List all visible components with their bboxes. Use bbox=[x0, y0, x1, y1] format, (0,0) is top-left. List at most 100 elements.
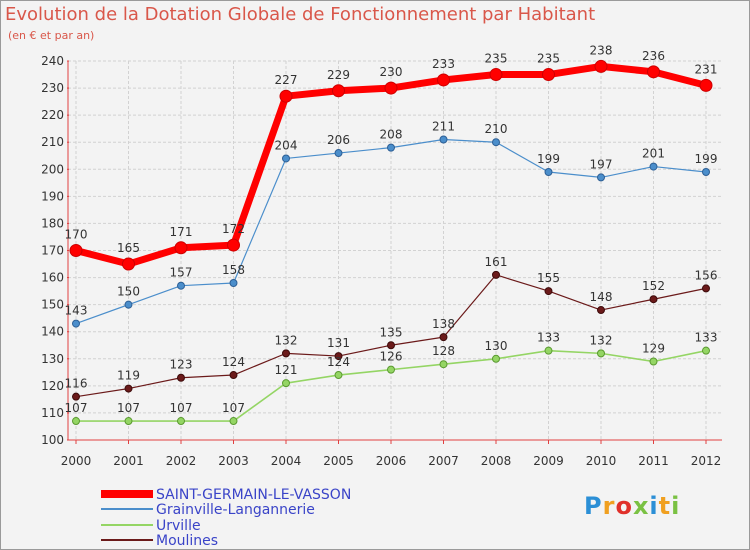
data-point-grainville-langannerie bbox=[597, 173, 605, 182]
data-label-urville: 107 bbox=[117, 401, 140, 415]
x-tick-label: 2005 bbox=[323, 454, 354, 468]
data-point-saint-germain-le-vasson bbox=[542, 68, 555, 82]
label-layer: 116 119 123 124 132 131 135 138 161 155 148 152 156 1… bbox=[65, 43, 718, 415]
legend-label: Urville bbox=[156, 518, 201, 534]
logo-letter: i bbox=[649, 492, 659, 520]
data-label-moulines: 132 bbox=[275, 333, 298, 347]
data-point-urville bbox=[492, 354, 500, 363]
data-point-moulines bbox=[334, 352, 343, 361]
data-point-grainville-langannerie bbox=[387, 143, 395, 152]
data-label-moulines: 138 bbox=[432, 317, 455, 331]
data-label-urville: 133 bbox=[695, 331, 718, 345]
data-point-urville bbox=[72, 417, 80, 426]
logo-letter: P bbox=[584, 492, 603, 520]
data-point-moulines bbox=[72, 392, 80, 401]
logo-letter: i bbox=[671, 492, 681, 520]
data-label-urville: 128 bbox=[432, 344, 455, 358]
chart-subtitle: (en € et par an) bbox=[8, 29, 95, 42]
data-label-grainville-langannerie: 210 bbox=[485, 122, 508, 136]
y-tick-label: 150 bbox=[41, 298, 64, 312]
legend-label: Moulines bbox=[156, 533, 218, 549]
data-label-urville: 130 bbox=[485, 339, 508, 353]
y-tick-label: 170 bbox=[41, 244, 64, 258]
data-label-grainville-langannerie: 143 bbox=[65, 304, 88, 318]
data-label-saint-germain-le-vasson: 231 bbox=[695, 62, 718, 76]
data-point-saint-germain-le-vasson bbox=[489, 68, 503, 82]
data-point-saint-germain-le-vasson bbox=[174, 241, 188, 255]
data-label-urville: 124 bbox=[327, 355, 350, 369]
proxiti-logo: Proxiti bbox=[584, 492, 680, 520]
x-tick-label: 2003 bbox=[218, 454, 249, 468]
axis-layer: 1001101201301401501601701801902002102202… bbox=[41, 54, 722, 468]
legend-item-grainville-langannerie: Grainville-Langannerie bbox=[101, 502, 315, 518]
x-tick-label: 2000 bbox=[61, 454, 92, 468]
data-point-grainville-langannerie bbox=[492, 138, 500, 147]
data-label-urville: 132 bbox=[590, 333, 613, 347]
data-point-urville bbox=[334, 371, 343, 380]
data-point-moulines bbox=[282, 349, 290, 358]
data-point-grainville-langannerie bbox=[702, 167, 710, 176]
logo-letter: o bbox=[615, 492, 633, 520]
data-point-grainville-langannerie bbox=[544, 167, 553, 176]
data-point-saint-germain-le-vasson bbox=[69, 244, 83, 257]
y-tick-label: 240 bbox=[41, 54, 64, 68]
y-tick-label: 190 bbox=[41, 189, 64, 203]
data-label-moulines: 119 bbox=[117, 369, 140, 383]
data-point-moulines bbox=[492, 270, 500, 279]
y-tick-label: 120 bbox=[41, 379, 64, 393]
data-point-saint-germain-le-vasson bbox=[384, 81, 398, 95]
data-point-moulines bbox=[544, 287, 553, 296]
data-point-moulines bbox=[229, 371, 238, 380]
data-label-saint-germain-le-vasson: 235 bbox=[485, 52, 508, 66]
y-tick-label: 140 bbox=[41, 325, 64, 339]
data-label-grainville-langannerie: 199 bbox=[537, 152, 560, 166]
data-point-urville bbox=[597, 349, 605, 358]
data-label-saint-germain-le-vasson: 235 bbox=[537, 52, 560, 66]
data-label-saint-germain-le-vasson: 238 bbox=[590, 43, 613, 57]
data-label-grainville-langannerie: 204 bbox=[275, 138, 298, 152]
data-label-moulines: 161 bbox=[485, 255, 508, 269]
data-point-urville bbox=[544, 346, 553, 355]
data-label-grainville-langannerie: 157 bbox=[170, 266, 193, 280]
x-tick-label: 2009 bbox=[533, 454, 564, 468]
data-label-urville: 107 bbox=[65, 401, 88, 415]
data-label-grainville-langannerie: 208 bbox=[380, 128, 403, 142]
logo-letter: r bbox=[602, 492, 616, 520]
data-label-grainville-langannerie: 201 bbox=[642, 147, 665, 161]
data-point-saint-germain-le-vasson bbox=[594, 59, 608, 73]
data-point-urville bbox=[282, 379, 290, 388]
y-tick-label: 230 bbox=[41, 81, 64, 95]
legend-item-saint-germain-le-vasson: SAINT-GERMAIN-LE-VASSON bbox=[101, 487, 351, 503]
data-point-urville bbox=[387, 365, 395, 374]
data-label-urville: 129 bbox=[642, 341, 665, 355]
data-label-saint-germain-le-vasson: 233 bbox=[432, 57, 455, 71]
data-point-urville bbox=[177, 417, 185, 426]
x-tick-label: 2001 bbox=[113, 454, 144, 468]
data-point-saint-germain-le-vasson bbox=[699, 78, 713, 92]
data-point-grainville-langannerie bbox=[439, 135, 448, 144]
data-label-urville: 107 bbox=[222, 401, 245, 415]
x-tick-label: 2007 bbox=[428, 454, 459, 468]
logo-letter: x bbox=[632, 492, 650, 520]
data-point-saint-germain-le-vasson bbox=[647, 65, 660, 79]
data-label-grainville-langannerie: 197 bbox=[590, 157, 613, 171]
y-tick-label: 160 bbox=[41, 271, 64, 285]
data-point-urville bbox=[649, 357, 658, 366]
data-label-saint-germain-le-vasson: 170 bbox=[65, 228, 88, 242]
data-point-grainville-langannerie bbox=[177, 281, 185, 290]
data-label-moulines: 155 bbox=[537, 271, 560, 285]
data-label-saint-germain-le-vasson: 172 bbox=[222, 222, 245, 236]
data-point-urville bbox=[439, 360, 448, 369]
data-point-moulines bbox=[649, 295, 658, 304]
data-label-grainville-langannerie: 199 bbox=[695, 152, 718, 166]
data-point-moulines bbox=[597, 306, 605, 315]
data-label-moulines: 116 bbox=[65, 377, 88, 391]
y-tick-label: 210 bbox=[41, 135, 64, 149]
data-point-saint-germain-le-vasson bbox=[122, 257, 135, 271]
data-label-grainville-langannerie: 150 bbox=[117, 285, 140, 299]
data-point-grainville-langannerie bbox=[334, 149, 343, 158]
data-point-urville bbox=[229, 417, 238, 426]
data-label-moulines: 131 bbox=[327, 336, 350, 350]
